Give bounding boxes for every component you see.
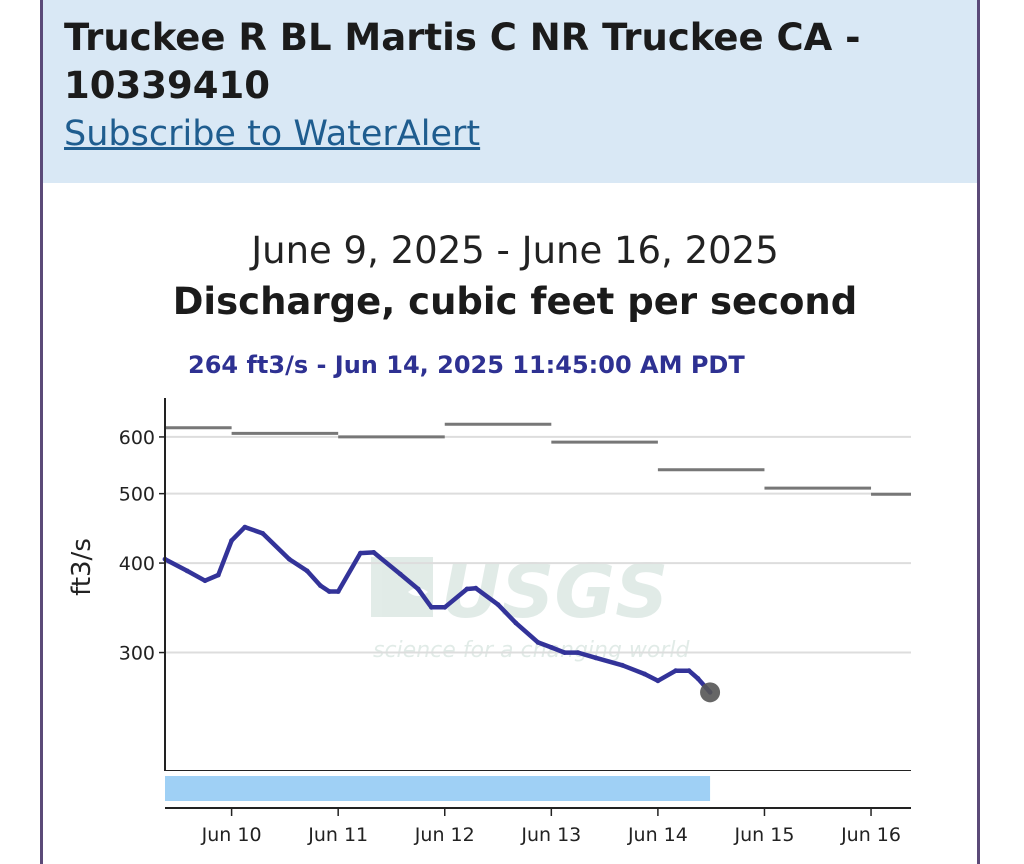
discharge-point-27 bbox=[620, 662, 625, 668]
y-axis-ticks: 300 400 500 600 bbox=[119, 427, 165, 665]
usgs-watermark: USGS science for a changing world bbox=[371, 549, 691, 663]
discharge-point-14 bbox=[397, 571, 403, 577]
discharge-point-3 bbox=[215, 572, 221, 578]
x-tick-label-4: Jun 14 bbox=[627, 824, 688, 846]
discharge-point-5 bbox=[242, 524, 248, 530]
site-card: Truckee R BL Martis C NR Truckee CA - 10… bbox=[40, 0, 980, 864]
discharge-point-18 bbox=[464, 586, 470, 592]
x-tick-label-0: Jun 10 bbox=[201, 824, 262, 846]
discharge-point-9 bbox=[318, 583, 323, 588]
discharge-point-23 bbox=[548, 645, 554, 650]
date-range-title: June 9, 2025 - June 16, 2025 bbox=[249, 229, 779, 272]
discharge-point-4 bbox=[229, 538, 235, 543]
discharge-point-25 bbox=[575, 650, 581, 655]
x-tick-label-2: Jun 12 bbox=[414, 824, 475, 846]
hydrograph: June 9, 2025 - June 16, 2025 Discharge, … bbox=[43, 183, 977, 864]
discharge-point-30 bbox=[673, 668, 679, 674]
x-tick-label-6: Jun 16 bbox=[840, 824, 901, 846]
discharge-point-2 bbox=[202, 578, 208, 584]
x-tick-label-5: Jun 15 bbox=[734, 824, 795, 846]
y-tick-label-500: 500 bbox=[119, 484, 155, 506]
discharge-point-24 bbox=[562, 650, 567, 655]
discharge-series bbox=[162, 524, 713, 695]
hydrograph-svg: June 9, 2025 - June 16, 2025 Discharge, … bbox=[67, 229, 911, 846]
discharge-point-21 bbox=[513, 620, 519, 626]
discharge-point-11 bbox=[335, 589, 341, 594]
y-tick-label-400: 400 bbox=[119, 553, 155, 575]
discharge-point-7 bbox=[286, 556, 292, 562]
usgs-watermark-tagline: science for a changing world bbox=[373, 638, 691, 663]
usgs-logo-icon bbox=[371, 557, 433, 617]
y-tick-label-300: 300 bbox=[119, 643, 155, 665]
discharge-point-6 bbox=[260, 531, 266, 536]
x-axis-ticks: Jun 10 Jun 11 Jun 12 Jun 13 Jun 14 Jun 15 Jun … bbox=[201, 808, 901, 846]
discharge-point-28 bbox=[642, 671, 647, 677]
discharge-point-26 bbox=[593, 655, 599, 661]
median-series bbox=[165, 422, 911, 496]
subscribe-wateralert-link[interactable]: Subscribe to WaterAlert bbox=[64, 114, 481, 154]
discharge-point-29 bbox=[655, 678, 661, 684]
discharge-point-17 bbox=[442, 604, 448, 610]
discharge-point-16 bbox=[429, 604, 434, 610]
discharge-point-19 bbox=[473, 585, 479, 591]
current-point-marker[interactable] bbox=[700, 682, 721, 703]
y-tick-label-600: 600 bbox=[119, 427, 155, 449]
current-point-group[interactable] bbox=[700, 682, 721, 703]
discharge-point-12 bbox=[358, 550, 363, 556]
discharge-point-31 bbox=[686, 668, 692, 674]
brush-selection[interactable] bbox=[165, 776, 711, 801]
discharge-point-22 bbox=[535, 640, 541, 645]
discharge-point-20 bbox=[495, 602, 501, 607]
site-title: Truckee R BL Martis C NR Truckee CA - 10… bbox=[64, 16, 861, 107]
chart-title: Discharge, cubic feet per second bbox=[173, 280, 858, 323]
brush-area[interactable] bbox=[165, 771, 911, 809]
x-tick-label-1: Jun 11 bbox=[307, 824, 368, 846]
tooltip-text: 264 ft3/s - Jun 14, 2025 11:45:00 AM PDT bbox=[188, 351, 745, 379]
x-tick-label-3: Jun 13 bbox=[520, 824, 581, 846]
discharge-point-1 bbox=[184, 568, 190, 574]
discharge-point-13 bbox=[371, 550, 377, 555]
y-axis-label: ft3/s bbox=[67, 538, 97, 596]
discharge-point-8 bbox=[304, 568, 310, 574]
site-header: Truckee R BL Martis C NR Truckee CA - 10… bbox=[43, 0, 977, 183]
grid-lines bbox=[165, 435, 911, 654]
discharge-point-15 bbox=[415, 586, 421, 592]
discharge-point-32 bbox=[695, 676, 701, 681]
discharge-line bbox=[163, 524, 712, 694]
discharge-point-10 bbox=[326, 589, 332, 594]
usgs-watermark-logo: USGS bbox=[441, 549, 668, 635]
